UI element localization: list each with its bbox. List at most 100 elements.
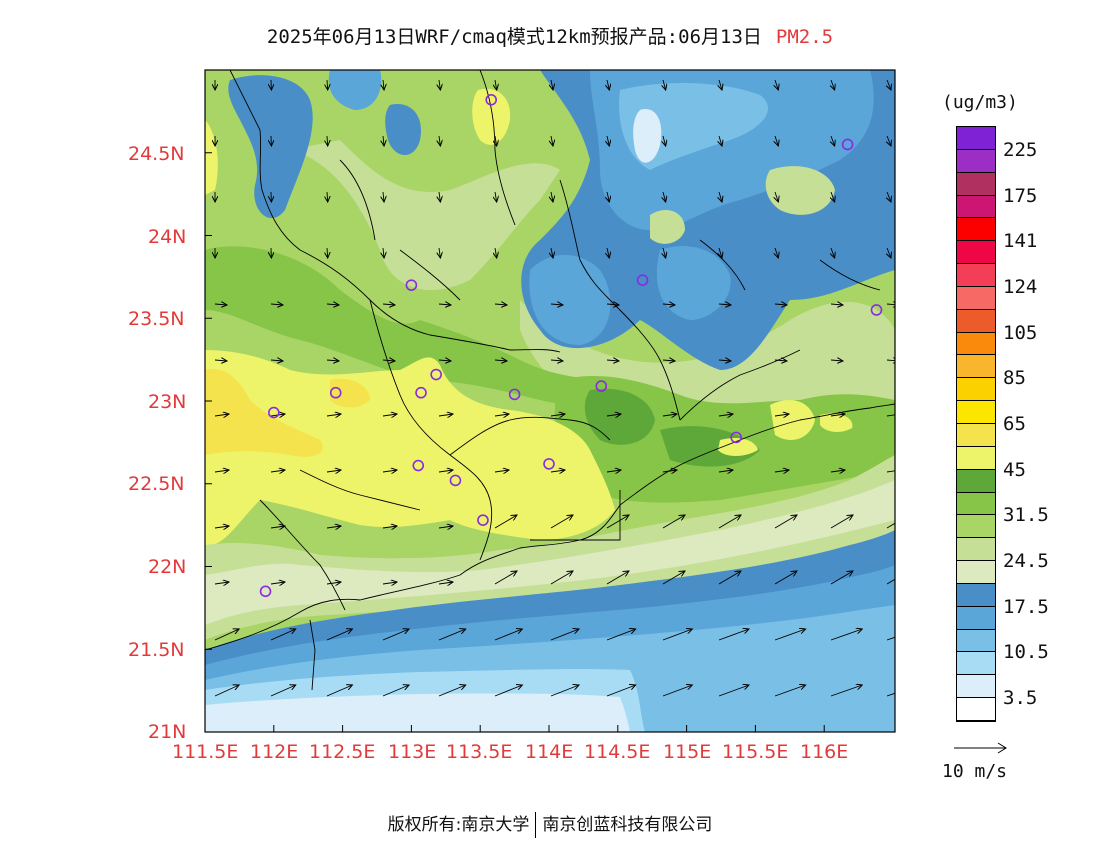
wind-arrow (438, 526, 453, 528)
station-marker (543, 458, 555, 470)
concentration-contour (205, 120, 218, 195)
colorbar-segment (957, 424, 995, 447)
colorbar-segment (957, 538, 995, 562)
wind-reference-label: 10 m/s (942, 761, 1008, 782)
wind-arrow (830, 304, 843, 305)
colorbar-segment (957, 652, 995, 676)
concentration-contour (205, 480, 895, 625)
wind-arrow (887, 79, 891, 90)
wind-arrow (662, 571, 685, 585)
wind-arrow (327, 247, 328, 258)
lon-label: 116E (800, 741, 849, 763)
colorbar-segment (957, 149, 995, 173)
wind-arrow (326, 360, 339, 361)
boundary-line (205, 403, 895, 651)
station-marker (259, 585, 272, 598)
wind-arrow (438, 582, 453, 584)
station-marker (412, 459, 425, 472)
wind-arrow (214, 526, 229, 528)
boundary-line (559, 179, 611, 301)
lon-label: 115.5E (722, 741, 789, 763)
wind-arrow (494, 629, 522, 641)
wind-arrow (886, 360, 895, 361)
wind-arrow (439, 79, 440, 90)
wind-arrow (382, 582, 397, 584)
wind-arrow (663, 79, 666, 90)
station-marker (870, 304, 883, 316)
concentration-contour (765, 166, 835, 215)
colorbar-segment (957, 583, 995, 607)
station-marker (841, 138, 854, 151)
colorbar-label: 24.5 (1003, 550, 1049, 573)
wind-arrow (606, 685, 636, 697)
station-marker (405, 279, 418, 291)
concentration-contour (633, 109, 662, 163)
wind-arrow (495, 79, 497, 90)
wind-arrow (663, 247, 666, 258)
colorbar-label: 17.5 (1003, 595, 1049, 618)
concentration-contour (205, 350, 615, 545)
lat-label: 23N (148, 391, 187, 413)
colorbar-segment (957, 492, 995, 516)
wind-arrow (326, 304, 339, 305)
lat-label: 21N (148, 721, 187, 743)
wind-arrow (662, 685, 692, 697)
concentration-contour (328, 70, 382, 110)
wind-arrow (774, 515, 797, 529)
wind-arrow (439, 135, 440, 146)
lat-label: 22N (148, 556, 187, 578)
wind-arrow (494, 304, 507, 305)
wind-arrow (774, 470, 789, 472)
wind-arrow (887, 191, 891, 202)
wind-arrow (718, 360, 731, 361)
wind-arrow (718, 414, 733, 416)
wind-arrow (607, 247, 609, 258)
pollutant-label: PM2.5 (775, 26, 834, 48)
wind-arrow (775, 191, 778, 202)
colorbar-label: 141 (1003, 230, 1038, 253)
wind-arrow (439, 247, 440, 258)
wind-arrow (719, 191, 722, 202)
wind-arrow (886, 578, 895, 585)
wind-arrow (326, 414, 341, 416)
wind-arrow (550, 414, 565, 416)
wind-arrow (830, 629, 862, 641)
boundary-line (339, 159, 376, 241)
wind-arrow (327, 135, 328, 146)
station-marker (449, 474, 462, 487)
wind-arrow (662, 304, 675, 305)
colorbar-label: 65 (1003, 413, 1026, 435)
wind-arrow (831, 247, 835, 258)
wind-arrow (326, 685, 352, 697)
map-title: 2025年06月13日WRF/cmaq模式12km预报产品:06月13日 PM2.… (0, 22, 1100, 49)
wind-arrow (382, 360, 395, 361)
lat-label: 21.5N (128, 639, 185, 661)
wind-arrow (550, 571, 573, 585)
colorbar-segment (957, 401, 995, 424)
wind-arrow (886, 522, 895, 529)
lon-label: 114.5E (584, 741, 651, 763)
wind-arrow (550, 470, 565, 472)
wind-arrow (831, 135, 835, 146)
wind-arrow (718, 685, 749, 697)
boundary-line (399, 249, 461, 301)
wind-arrow (270, 629, 296, 641)
wind-arrow (214, 360, 227, 361)
wind-arrow (886, 414, 895, 416)
wind-arrow (382, 629, 409, 641)
colorbar-segment (957, 218, 995, 242)
wind-arrow (495, 135, 497, 146)
wind-arrow (775, 79, 778, 90)
wind-arrow (383, 79, 384, 90)
axis-ticks (204, 152, 825, 733)
lon-label: 112.5E (309, 741, 376, 763)
lon-label: 115E (663, 741, 712, 763)
wind-arrow (494, 685, 522, 697)
boundary-line (699, 239, 746, 291)
concentration-contour (718, 438, 758, 456)
wind-arrow (662, 515, 685, 529)
concentration-contour (770, 400, 815, 440)
pm25-field (205, 70, 895, 732)
wind-arrow (494, 470, 509, 472)
